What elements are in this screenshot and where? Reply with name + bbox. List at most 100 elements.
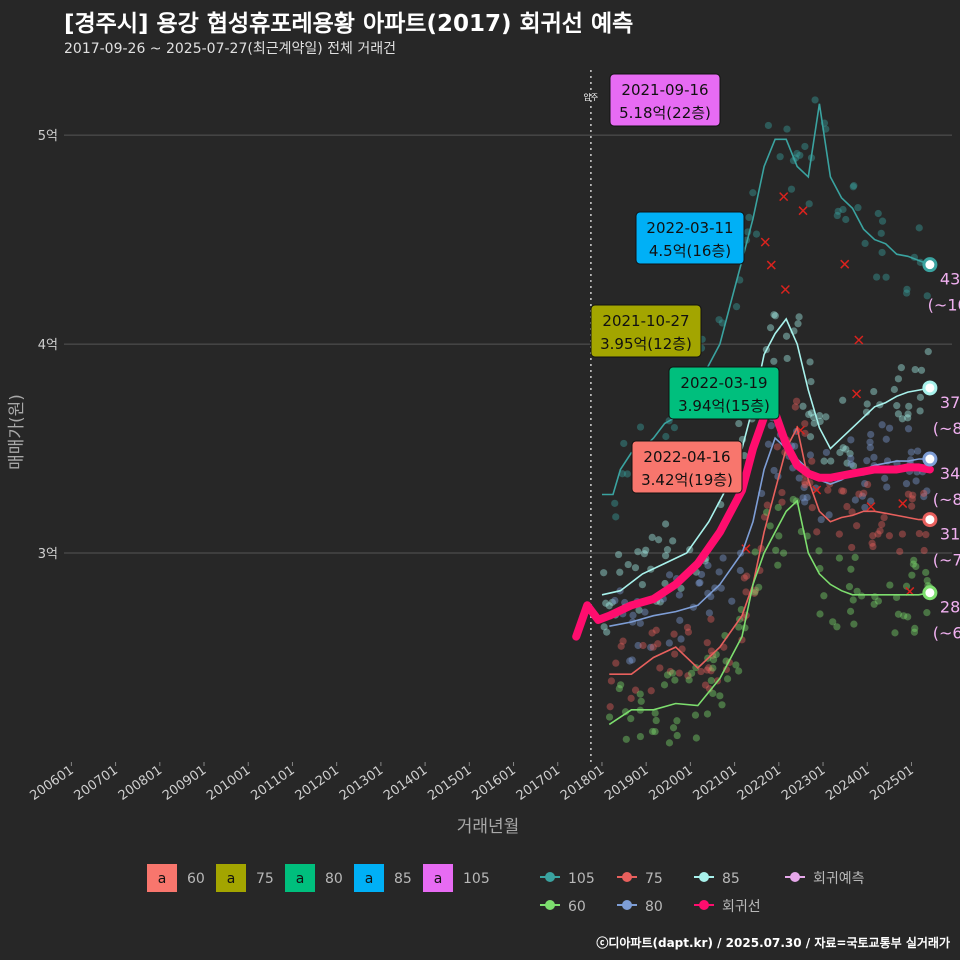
x-tick-label: 202101 [691, 763, 740, 804]
transaction-dot [787, 185, 796, 193]
transaction-dot [660, 681, 669, 689]
annotation-date: 2022-04-16 [643, 448, 730, 466]
transaction-dot [742, 588, 750, 596]
transaction-dot [692, 734, 700, 742]
transaction-dot [882, 435, 890, 443]
legend-label: 105 [463, 871, 490, 887]
transaction-dot [874, 209, 882, 218]
transaction-dot [920, 493, 928, 501]
transaction-dot [850, 182, 858, 190]
transaction-dot [707, 615, 715, 623]
transaction-dot [827, 457, 835, 465]
forecast-area: (~85㎡) [933, 419, 960, 438]
transaction-dot [793, 149, 801, 158]
annotation-box [668, 366, 780, 420]
legend-dot-key [790, 872, 800, 882]
transaction-dot [902, 582, 911, 590]
transaction-dot [634, 548, 642, 556]
transaction-dot [800, 483, 808, 492]
transaction-dot [861, 239, 869, 248]
transaction-dot [808, 503, 816, 512]
transaction-dot [707, 676, 715, 685]
forecast-area: (~80㎡) [933, 490, 960, 509]
transaction-dot [641, 608, 649, 616]
transaction-dot [873, 273, 881, 281]
transaction-dot [920, 489, 928, 497]
transaction-dot [877, 229, 885, 237]
forecast-endpoint [922, 257, 938, 273]
regression-line [572, 398, 934, 641]
transaction-dot [868, 539, 876, 547]
transaction-dot [807, 377, 815, 386]
y-tick-label: 5억 [38, 129, 58, 144]
transaction-dot [909, 560, 917, 568]
transaction-dot [843, 459, 851, 467]
y-axis-title: 매매가(원) [7, 394, 27, 470]
move-in-label: 입주 [584, 93, 599, 102]
annotation-date: 2022-03-11 [646, 219, 733, 237]
legend-dot-key [622, 900, 632, 910]
transaction-dot [839, 487, 848, 495]
cancelled-mark [760, 237, 770, 247]
series-line-105 [602, 103, 931, 496]
transaction-dot [910, 556, 918, 564]
legend-line-label: 회귀예측 [813, 871, 865, 887]
transaction-dot [621, 708, 630, 716]
transaction-dot [860, 489, 868, 497]
transaction-dot [782, 332, 791, 340]
x-tick-label: 202301 [779, 763, 828, 804]
forecast-value: 28,045 [940, 598, 960, 617]
transaction-dot [673, 717, 681, 725]
transaction-dot [854, 204, 862, 212]
transaction-dot [704, 561, 712, 570]
transaction-dot [684, 672, 692, 680]
transaction-dot [867, 497, 875, 505]
transaction-dot [677, 635, 685, 643]
legend-line-label: 60 [568, 899, 586, 915]
annotation-date: 2021-09-16 [621, 81, 708, 99]
transaction-dot [897, 364, 905, 372]
transaction-dot [816, 610, 824, 618]
transaction-dot [908, 571, 916, 579]
transaction-dot [904, 613, 912, 621]
transaction-dot [911, 365, 919, 374]
transaction-dot [670, 423, 679, 432]
transaction-dot [857, 592, 866, 600]
transaction-dot [878, 217, 887, 225]
transaction-dot [612, 513, 620, 521]
transaction-dot [666, 667, 674, 676]
transaction-dot [771, 312, 779, 320]
x-tick-label: 202401 [823, 763, 872, 804]
transaction-dot [636, 732, 645, 741]
transaction-dot [719, 554, 727, 562]
transaction-dot [697, 570, 706, 579]
forecast-area: (~75㎡) [933, 551, 960, 570]
transaction-dot [835, 530, 843, 538]
transaction-dot [861, 479, 869, 488]
chart-title: [경주시] 용강 협성휴포레용황 아파트(2017) 회귀선 예측 [64, 11, 634, 37]
transaction-dot [717, 584, 725, 592]
transaction-dot [825, 511, 833, 519]
legend-dot-key [545, 872, 555, 882]
transaction-dot [820, 457, 828, 465]
transaction-dot [718, 701, 726, 709]
transaction-dot [635, 606, 643, 614]
transaction-dot [810, 419, 818, 427]
transaction-dot [703, 710, 712, 718]
legend-label: 85 [394, 871, 412, 887]
transaction-dot [774, 561, 782, 569]
y-tick-label: 3억 [38, 547, 58, 562]
transaction-dot [912, 562, 920, 571]
transaction-dot [801, 478, 809, 486]
transaction-dot [845, 583, 854, 591]
transaction-dot [763, 501, 771, 509]
transaction-dot [923, 292, 931, 300]
transaction-dot [622, 735, 630, 743]
transaction-dot [638, 581, 647, 589]
transaction-dot [851, 496, 859, 504]
transaction-dot [661, 579, 669, 588]
transaction-dot [909, 491, 917, 499]
transaction-dot [779, 549, 788, 557]
transaction-dot [848, 543, 856, 552]
cancelled-mark [798, 206, 808, 216]
